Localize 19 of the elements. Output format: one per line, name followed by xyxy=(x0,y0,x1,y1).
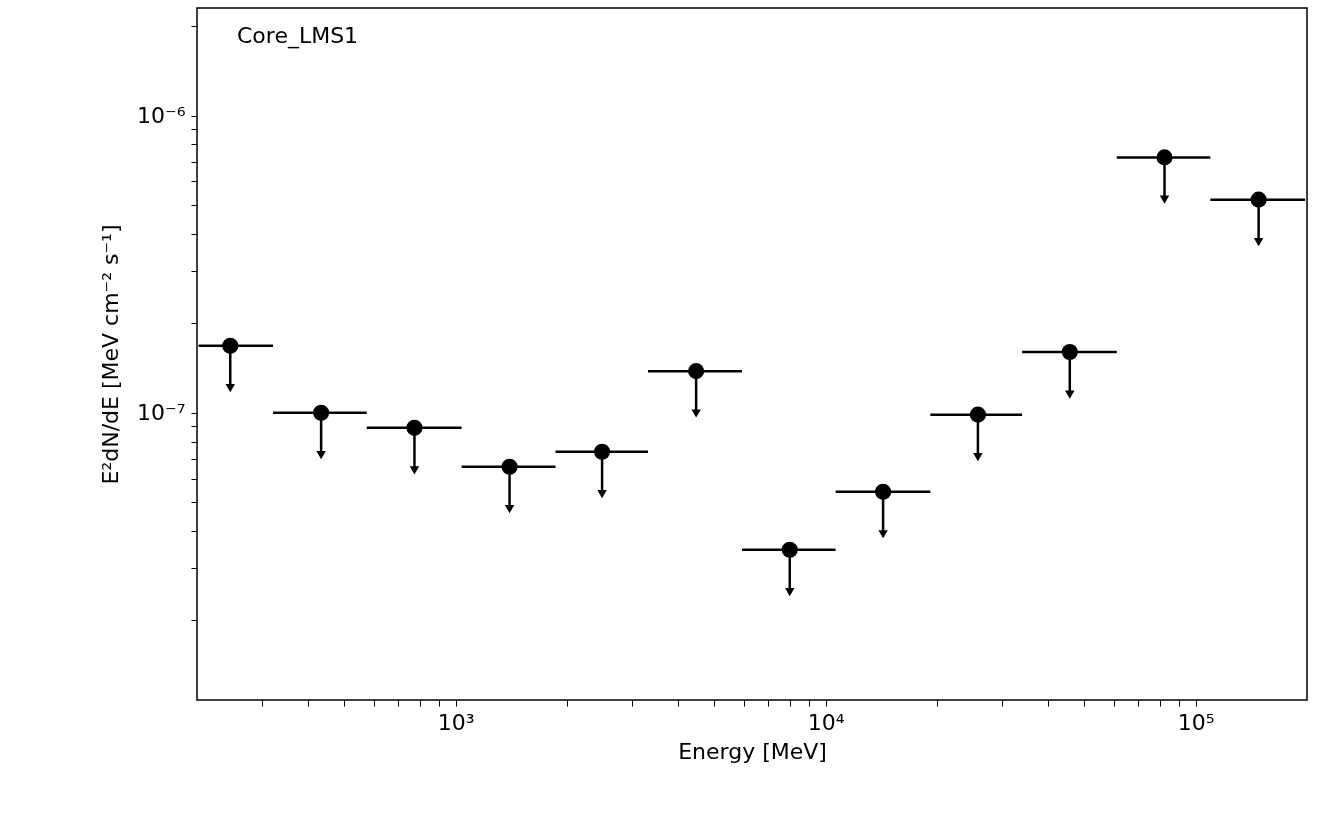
point xyxy=(969,406,986,423)
point xyxy=(875,483,892,500)
point xyxy=(594,443,611,460)
x-axis-title: Energy [MeV] xyxy=(678,738,827,764)
annotation: Core_LMS1 xyxy=(237,23,359,49)
point xyxy=(688,363,705,380)
x-tick-label: 10³ xyxy=(437,709,475,735)
y-axis-title: E²dN/dE [MeV cm⁻² s⁻¹] xyxy=(98,224,124,485)
point xyxy=(313,404,330,421)
x-tick-label: 10⁴ xyxy=(807,709,845,735)
y-tick-label: 10⁻⁷ xyxy=(137,400,186,426)
point xyxy=(406,419,423,436)
point xyxy=(1156,149,1173,166)
point xyxy=(781,541,798,558)
x-tick-label: 10⁵ xyxy=(1177,709,1215,735)
y-tick-label: 10⁻⁶ xyxy=(137,103,186,129)
point xyxy=(1250,191,1267,208)
point xyxy=(1061,344,1078,361)
point xyxy=(501,458,518,475)
